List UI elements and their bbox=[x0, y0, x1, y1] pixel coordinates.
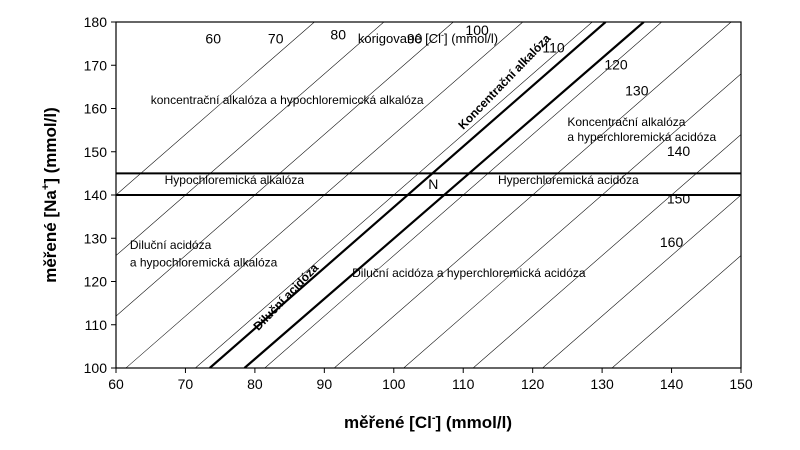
y-tick-170: 170 bbox=[84, 57, 108, 73]
normal-point-label: N bbox=[428, 176, 438, 192]
contour-label-150: 150 bbox=[667, 191, 691, 207]
contour-line-60 bbox=[116, 22, 315, 196]
contour-label-70: 70 bbox=[268, 31, 284, 47]
normal-point: N bbox=[428, 176, 438, 192]
region-label-7: Diluční acidóza a hyperchloremická acidó… bbox=[352, 266, 586, 280]
x-tick-60: 60 bbox=[108, 376, 124, 392]
concentration-lines bbox=[209, 22, 645, 368]
y-tick-180: 180 bbox=[84, 14, 108, 30]
contour-label-130: 130 bbox=[625, 83, 649, 99]
region-label-0: koncentrační alkalóza a hypochloremiccká… bbox=[151, 93, 424, 107]
region-label-1: Koncentrační alkalóza bbox=[567, 115, 685, 129]
contour-label-60: 60 bbox=[205, 31, 221, 47]
x-tick-140: 140 bbox=[660, 376, 684, 392]
concentration-line-right bbox=[243, 22, 645, 368]
x-tick-90: 90 bbox=[317, 376, 333, 392]
x-tick-120: 120 bbox=[521, 376, 545, 392]
normal-na-lines bbox=[116, 172, 741, 196]
region-label-4: Hyperchloremická acidóza bbox=[498, 173, 639, 187]
x-tick-130: 130 bbox=[590, 376, 614, 392]
x-tick-80: 80 bbox=[247, 376, 263, 392]
contour-line-150 bbox=[542, 194, 741, 368]
contour-label-140: 140 bbox=[667, 143, 691, 159]
y-tick-140: 140 bbox=[84, 187, 108, 203]
contour-label-120: 120 bbox=[604, 57, 628, 73]
y-tick-160: 160 bbox=[84, 101, 108, 117]
contour-label-110: 110 bbox=[542, 39, 565, 55]
region-label-6: a hypochloremická alkalóza bbox=[130, 255, 278, 269]
contour-title: korigované [Cl-] (mmol/l) bbox=[358, 30, 498, 46]
y-tick-130: 130 bbox=[84, 230, 108, 246]
contour-label-100: 100 bbox=[465, 22, 489, 38]
x-tick-150: 150 bbox=[729, 376, 753, 392]
x-tick-110: 110 bbox=[452, 376, 475, 392]
x-tick-100: 100 bbox=[382, 376, 406, 392]
contour-labels: 60 70 80 90 100 110 120 130 140 150 160 bbox=[205, 22, 690, 250]
x-axis-title: měřené [Cl-] (mmol/l) bbox=[344, 412, 512, 432]
contour-label-80: 80 bbox=[330, 26, 346, 42]
x-axis: 60 70 80 90 100 110 120 130 140 150 bbox=[108, 368, 753, 392]
y-tick-120: 120 bbox=[84, 274, 108, 290]
x-tick-70: 70 bbox=[178, 376, 194, 392]
y-axis-title: měřené [Na+] (mmol/l) bbox=[40, 107, 60, 283]
y-tick-100: 100 bbox=[84, 360, 108, 376]
concentration-line-left bbox=[209, 22, 607, 368]
contour-label-160: 160 bbox=[660, 234, 684, 250]
y-tick-150: 150 bbox=[84, 144, 108, 160]
region-label-3: Hypochloremická alkalóza bbox=[165, 173, 305, 187]
region-label-2: a hyperchloremická acidóza bbox=[567, 130, 716, 144]
region-label-5: Diluční acidóza bbox=[130, 238, 212, 252]
y-tick-110: 110 bbox=[85, 317, 108, 333]
contour-line-160 bbox=[611, 255, 741, 368]
contour-label-90: 90 bbox=[407, 31, 423, 47]
y-axis: 100 110 120 130 140 150 160 170 180 bbox=[84, 14, 116, 376]
region-label-9: Diluční acidóza bbox=[250, 261, 321, 334]
